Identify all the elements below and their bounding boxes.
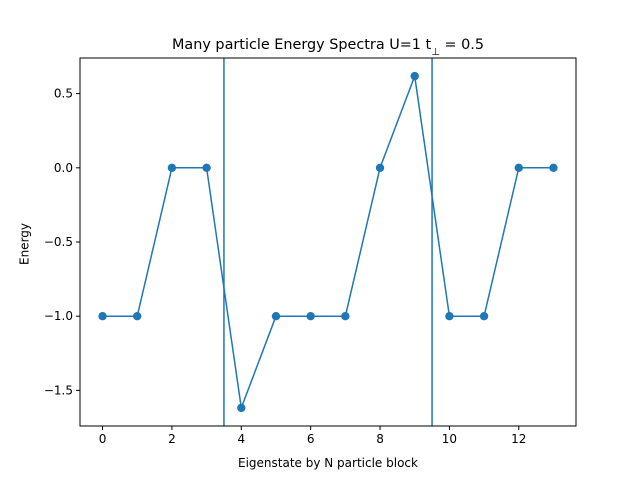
energy-data-point xyxy=(167,163,177,173)
energy-data-point xyxy=(98,311,107,321)
x-tick-label: 10 xyxy=(442,432,457,446)
energy-data-point xyxy=(306,311,315,321)
y-tick-label: −0.5 xyxy=(44,235,73,249)
x-axis-label: Eigenstate by N particle block xyxy=(238,456,418,470)
x-tick-label: 12 xyxy=(511,432,526,446)
x-tick-label: 8 xyxy=(376,432,384,446)
y-axis-ticks: 0.5 0.0 −0.5 −1.0 −1.5 xyxy=(44,87,80,397)
y-tick-label: −1.0 xyxy=(44,309,73,323)
series-layer xyxy=(98,71,558,413)
y-tick-label: −1.5 xyxy=(44,383,73,397)
title-main: Many particle Energy Spectra U=1 t xyxy=(172,37,432,53)
energy-series-line xyxy=(102,75,554,409)
chart-title: Many particle Energy Spectra U=1 t⊥ = 0.… xyxy=(172,37,484,58)
energy-data-point xyxy=(549,163,558,173)
title-suffix: = 0.5 xyxy=(440,37,484,53)
y-axis-label: Energy xyxy=(18,223,32,265)
y-tick-label: 0.5 xyxy=(54,87,73,101)
energy-data-point xyxy=(271,311,281,321)
x-tick-label: 4 xyxy=(237,432,245,446)
energy-data-point xyxy=(237,403,246,413)
energy-data-point xyxy=(375,163,385,173)
energy-data-point xyxy=(514,163,523,173)
x-tick-label: 0 xyxy=(99,432,107,446)
block-divider-lines xyxy=(223,58,433,426)
energy-data-point xyxy=(133,311,142,321)
x-tick-label: 6 xyxy=(307,432,315,446)
x-tick-label: 2 xyxy=(168,432,176,446)
energy-data-point xyxy=(445,311,454,321)
x-axis-ticks: 0 2 4 6 8 10 12 xyxy=(99,426,526,446)
energy-data-point xyxy=(479,311,489,321)
y-tick-label: 0.0 xyxy=(54,161,73,175)
energy-data-point xyxy=(341,311,350,321)
title-subscript: ⊥ xyxy=(431,47,440,58)
energy-data-point xyxy=(202,163,211,173)
energy-data-point xyxy=(410,71,419,81)
